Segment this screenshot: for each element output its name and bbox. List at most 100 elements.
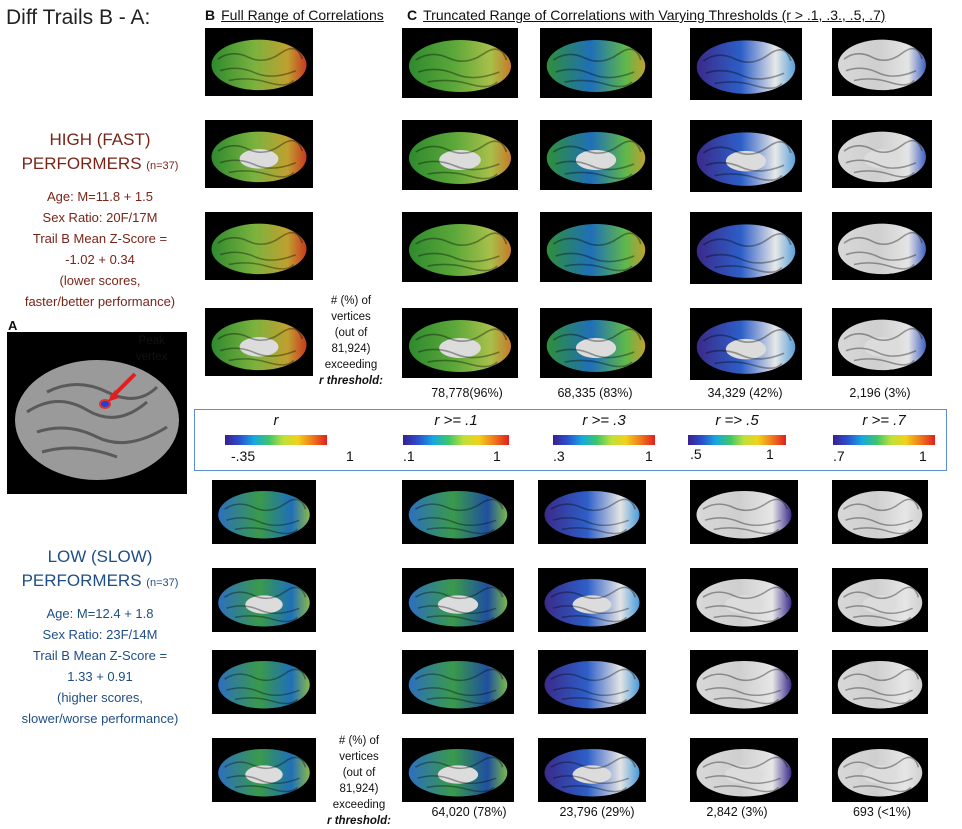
legend-r03: r >= .3 .3 1	[553, 412, 655, 468]
vlabel-line: # (%) of	[338, 735, 380, 747]
legend-high: 1	[346, 448, 354, 464]
vlabel-line: 81,924)	[331, 343, 371, 355]
brain-surface-map	[402, 120, 518, 190]
low-n: (n=37)	[146, 577, 179, 589]
low-score: 1.33 + 0.91	[67, 669, 133, 684]
brain-surface-map	[538, 650, 646, 714]
legend-high: 1	[766, 446, 774, 462]
low-performers-info: LOW (SLOW) PERFORMERS (n=37) Age: M=12.4…	[2, 545, 198, 729]
high-count-1: 78,778(96%)	[431, 386, 503, 400]
brain-surface-map	[690, 120, 802, 192]
brain-surface-map	[690, 28, 802, 100]
brain-surface-map	[832, 568, 928, 632]
high-title-performers: PERFORMERS	[21, 154, 142, 173]
high-sex: Sex Ratio: 20F/17M	[42, 210, 158, 225]
header-c: C Truncated Range of Correlations with Va…	[407, 7, 885, 23]
high-count-4: 2,196 (3%)	[849, 386, 911, 400]
vlabel-line: exceeding	[324, 359, 378, 371]
brain-surface-map	[832, 308, 932, 376]
brain-surface-map	[540, 120, 652, 190]
brain-surface-map	[402, 568, 514, 632]
legend-colorbar	[225, 435, 327, 445]
low-title-performers: PERFORMERS	[21, 571, 142, 590]
header-c-text: Truncated Range of Correlations with Var…	[423, 7, 886, 23]
legend-label: r >= .1	[434, 412, 478, 429]
high-count-2: 68,335 (83%)	[557, 386, 633, 400]
vlabel-line: r threshold:	[327, 815, 391, 827]
legend-colorbar	[833, 435, 935, 445]
vlabel-line: r threshold:	[319, 375, 383, 387]
legend-colorbar	[403, 435, 509, 445]
legend-high: 1	[919, 448, 927, 464]
low-title-line2: PERFORMERS (n=37)	[2, 569, 198, 595]
header-b-text: Full Range of Correlations	[221, 7, 384, 23]
vlabel-line: # (%) of	[330, 295, 372, 307]
low-age: Age: M=12.4 + 1.8	[46, 606, 154, 621]
brain-surface-map	[832, 738, 928, 802]
high-note1: (lower scores,	[59, 273, 141, 288]
legend-low: .1	[403, 448, 415, 464]
peak-label-line1: Peak	[138, 335, 165, 347]
brain-surface-map	[690, 308, 802, 380]
brain-surface-map	[205, 212, 313, 280]
brain-surface-map	[538, 568, 646, 632]
legend-label: r >= .7	[862, 412, 906, 429]
header-b: B Full Range of Correlations	[205, 7, 384, 23]
panel-a-label: A	[8, 318, 18, 333]
vlabel-line: 81,924)	[339, 783, 379, 795]
high-performers-info: HIGH (FAST) PERFORMERS (n=37) Age: M=11.…	[2, 128, 198, 312]
figure-title: Diff Trails B - A:	[6, 6, 151, 29]
brain-surface-map	[402, 480, 514, 544]
legend-full-range: r -.35 1	[225, 412, 354, 468]
legend-label: r >= .3	[582, 412, 626, 429]
header-b-letter: B	[205, 7, 216, 23]
panel-a-brain-image	[7, 332, 187, 494]
brain-surface-map	[832, 120, 932, 188]
peak-vertex-label: Peak vertex	[136, 333, 167, 365]
brain-surface-map	[212, 650, 316, 714]
brain-surface-map	[205, 28, 313, 96]
brain-surface-map	[212, 480, 316, 544]
header-c-letter: C	[407, 7, 418, 23]
legend-high: 1	[493, 448, 501, 464]
legend-low: -.35	[231, 448, 256, 464]
high-trail: Trail B Mean Z-Score =	[32, 231, 168, 246]
legend-r07: r >= .7 .7 1	[833, 412, 935, 468]
brain-surface-map	[205, 308, 313, 376]
peak-label-line2: vertex	[136, 351, 168, 363]
high-note2: faster/better performance)	[24, 294, 176, 309]
low-note2: slower/worse performance)	[21, 711, 179, 726]
legend-low: .7	[833, 448, 845, 464]
brain-surface-map	[402, 650, 514, 714]
high-n: (n=37)	[146, 160, 179, 172]
legend-high: 1	[645, 448, 653, 464]
legend-label: r => .5	[715, 412, 759, 429]
high-title-line1: HIGH (FAST)	[49, 130, 151, 149]
legend-colorbar	[688, 435, 786, 445]
brain-surface-map	[690, 738, 798, 802]
legend-r05: r => .5 .5 1	[688, 412, 786, 468]
vlabel-line: exceeding	[332, 799, 386, 811]
vlabel-line: vertices	[339, 751, 379, 763]
brain-surface-map	[832, 212, 932, 280]
legend-label: r	[273, 412, 279, 429]
low-title-line1: LOW (SLOW)	[47, 547, 153, 566]
legend-low: .3	[553, 448, 565, 464]
brain-surface-map	[832, 650, 928, 714]
low-count-2: 23,796 (29%)	[559, 805, 635, 819]
color-scale-legend: r -.35 1 r >= .1 .1 1 r >= .3 .3 1 r => …	[194, 409, 947, 471]
brain-surface-map	[690, 568, 798, 632]
low-vertices-label: # (%) of vertices (out of 81,924) exceed…	[318, 733, 400, 829]
brain-surface-map	[540, 308, 652, 378]
brain-surface-map	[690, 650, 798, 714]
brain-surface-map	[205, 120, 313, 188]
peak-vertex-brain	[15, 360, 179, 480]
high-vertices-label: # (%) of vertices (out of 81,924) exceed…	[310, 293, 392, 389]
low-trail: Trail B Mean Z-Score =	[32, 648, 168, 663]
vlabel-line: (out of	[342, 767, 376, 779]
brain-surface-map	[690, 480, 798, 544]
high-title-line2: PERFORMERS (n=37)	[2, 152, 198, 178]
brain-surface-map	[538, 480, 646, 544]
legend-low: .5	[690, 446, 702, 462]
low-sex: Sex Ratio: 23F/14M	[42, 627, 158, 642]
